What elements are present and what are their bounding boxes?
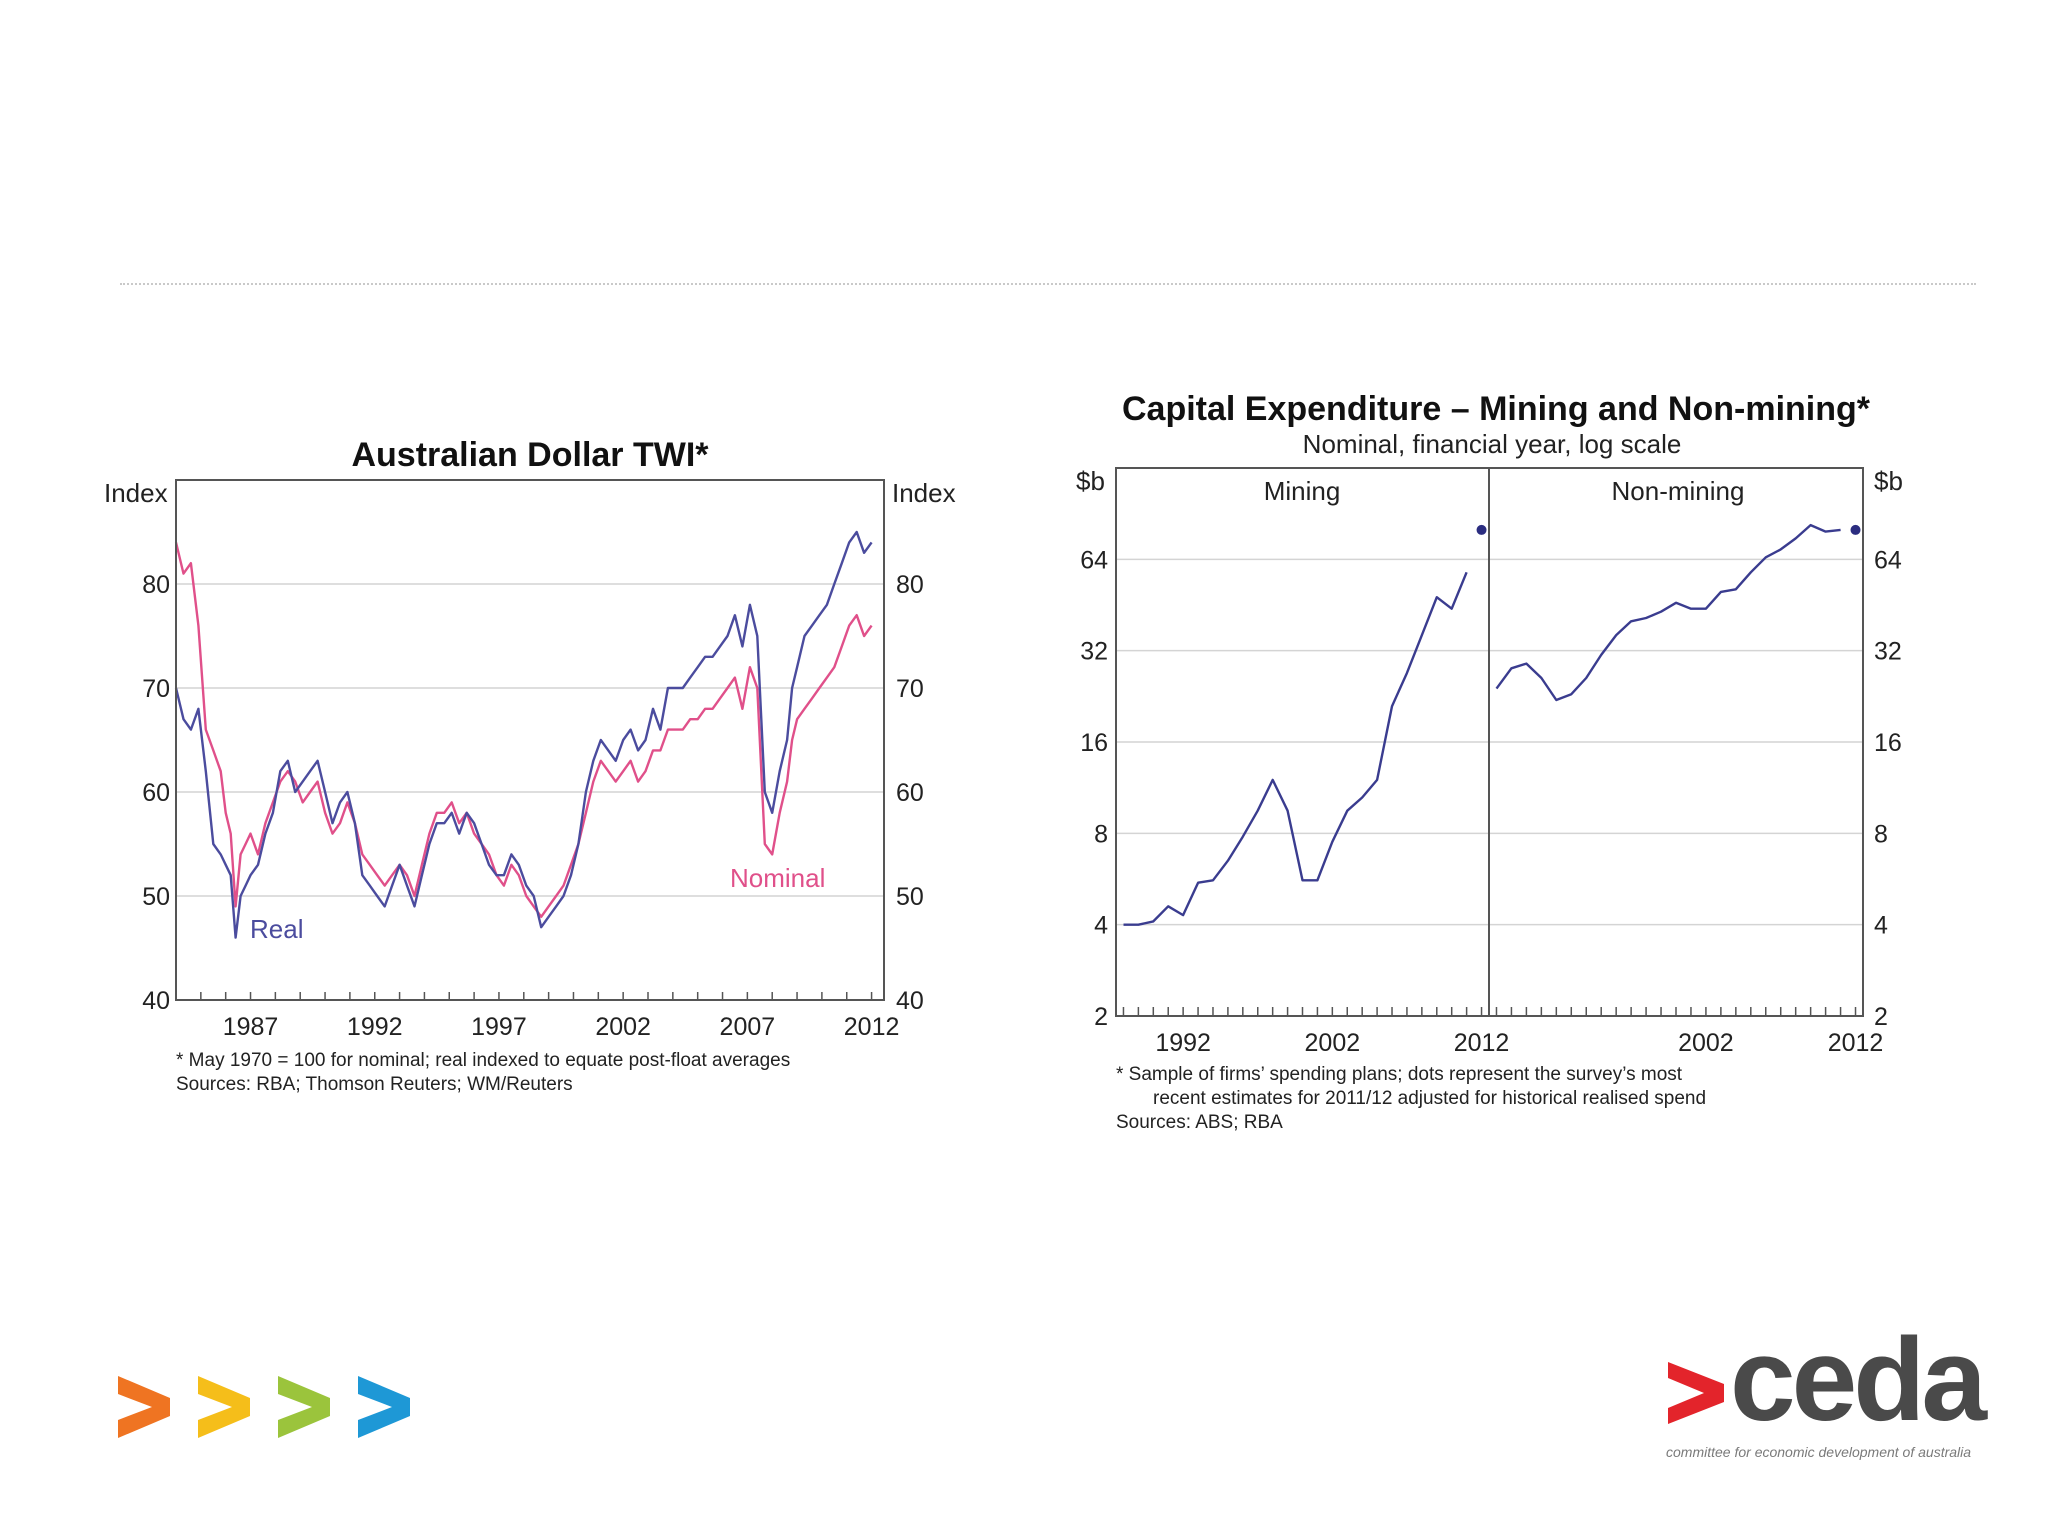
header-dotted-rule [120, 283, 1976, 285]
capex-footnote-line1: * Sample of firms’ spending plans; dots … [1116, 1064, 1683, 1085]
capex-right-axis-label: $b [1874, 466, 1903, 496]
capex-estimate-dot-non-mining [1850, 524, 1861, 535]
arrows-logo [118, 1376, 410, 1438]
twi-right-axis-label: Index [892, 478, 956, 508]
ceda-tagline: committee for economic development of au… [1666, 1444, 1972, 1460]
capex-series-lines [1123, 523, 1861, 926]
twi-plot-frame [175, 479, 885, 1001]
ceda-logo: ceda committee for economic development … [1664, 1314, 1987, 1470]
twi-y-tick-left: 40 [142, 987, 170, 1015]
capex-footnote-line2: recent estimates for 2011/12 adjusted fo… [1153, 1088, 1706, 1109]
twi-x-tick-label: 2012 [844, 1013, 900, 1041]
capex-y-tick-left: 32 [1080, 638, 1108, 666]
arrow-icon-green [278, 1376, 330, 1438]
twi-x-tick-label: 2007 [720, 1013, 776, 1041]
capex-left-axis-label: $b [1076, 466, 1105, 496]
twi-sources: Sources: RBA; Thomson Reuters; WM/Reuter… [176, 1074, 573, 1095]
arrow-icon-blue [358, 1376, 410, 1438]
twi-y-tick-left: 70 [142, 675, 170, 703]
capex-subtitle: Nominal, financial year, log scale [1303, 429, 1682, 459]
twi-y-tick-right: 40 [896, 987, 924, 1015]
twi-series-nominal [174, 542, 873, 918]
twi-y-tick-right: 50 [896, 883, 924, 911]
capex-panel-mining: Mining [1264, 476, 1341, 506]
capex-series-mining [1123, 571, 1468, 926]
twi-y-tick-left: 50 [142, 883, 170, 911]
capex-x-tick-labels: 1992 2002 2012 2002 2012 [1122, 1007, 1884, 1057]
twi-x-tick-label: 1997 [471, 1013, 527, 1041]
capex-x-tick-label: 2002 [1678, 1029, 1734, 1057]
twi-series-label-real: Real [250, 914, 303, 944]
capex-y-tick-left: 16 [1080, 729, 1108, 757]
capex-y-tick-right: 8 [1874, 820, 1888, 848]
capex-y-tick-labels: 2 2 4 4 8 8 16 16 32 32 64 64 [1080, 546, 1902, 1031]
twi-series-lines [174, 530, 873, 939]
capex-y-tick-right: 16 [1874, 729, 1902, 757]
twi-series-label-nominal: Nominal [730, 863, 825, 893]
twi-y-tick-right: 70 [896, 675, 924, 703]
capex-x-tick-label: 2012 [1454, 1029, 1510, 1057]
twi-y-tick-right: 60 [896, 779, 924, 807]
capex-estimate-dot-mining [1476, 524, 1487, 535]
twi-x-tick-label: 1992 [347, 1013, 403, 1041]
capex-title: Capital Expenditure – Mining and Non-min… [1122, 390, 1871, 428]
twi-footnote: * May 1970 = 100 for nominal; real index… [176, 1050, 790, 1071]
twi-x-tick-label: 2002 [595, 1013, 651, 1041]
twi-title: Australian Dollar TWI* [351, 436, 709, 474]
capex-sources: Sources: ABS; RBA [1116, 1112, 1283, 1133]
twi-x-tick-label: 1987 [223, 1013, 279, 1041]
twi-series-real [174, 530, 873, 939]
capex-panel-non-mining: Non-mining [1612, 476, 1745, 506]
ceda-wordmark: ceda [1730, 1314, 1987, 1446]
capex-x-tick-label: 2002 [1305, 1029, 1361, 1057]
capex-series-non-mining [1495, 523, 1841, 702]
capex-x-tick-label: 2012 [1828, 1029, 1884, 1057]
twi-y-tick-labels: 40 40 50 50 60 60 70 70 80 80 [142, 571, 924, 1015]
twi-left-axis-label: Index [104, 478, 168, 508]
twi-y-tick-left: 60 [142, 779, 170, 807]
capex-y-tick-right: 64 [1874, 546, 1902, 574]
capex-y-tick-left: 8 [1094, 820, 1108, 848]
capex-y-tick-left: 4 [1094, 912, 1108, 940]
twi-y-tick-left: 80 [142, 571, 170, 599]
ceda-chevron-icon [1668, 1362, 1724, 1424]
arrow-icon-yellow [198, 1376, 250, 1438]
capex-y-tick-left: 64 [1080, 546, 1108, 574]
twi-y-tick-right: 80 [896, 571, 924, 599]
capex-y-tick-right: 4 [1874, 912, 1888, 940]
capex-x-tick-label: 1992 [1155, 1029, 1211, 1057]
arrow-icon-orange [118, 1376, 170, 1438]
twi-x-tick-labels: 1987 1992 1997 2002 2007 2012 [175, 992, 900, 1041]
capex-y-tick-left: 2 [1094, 1003, 1108, 1031]
capex-y-tick-right: 2 [1874, 1003, 1888, 1031]
capex-y-tick-right: 32 [1874, 638, 1902, 666]
